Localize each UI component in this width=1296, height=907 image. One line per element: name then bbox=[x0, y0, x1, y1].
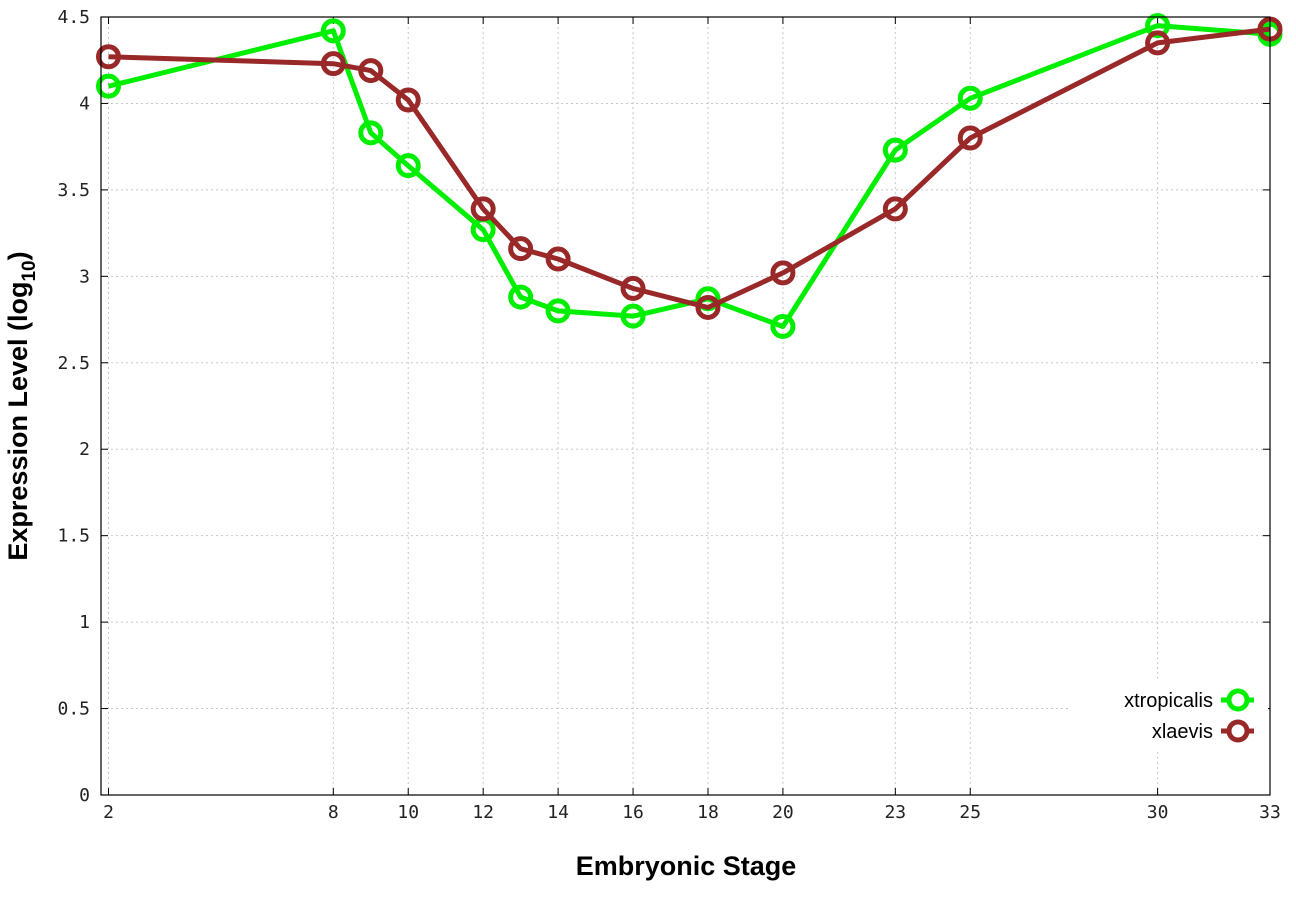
data-point-xtropicalis bbox=[770, 313, 796, 339]
legend-marker-xtropicalis bbox=[1226, 688, 1250, 712]
x-tick-label: 25 bbox=[959, 802, 981, 823]
x-tick-label: 16 bbox=[622, 802, 644, 823]
x-tick-label: 30 bbox=[1147, 802, 1169, 823]
x-tick-label: 8 bbox=[328, 802, 339, 823]
series-group bbox=[95, 13, 1283, 339]
data-point-xlaevis bbox=[882, 196, 908, 222]
x-tick-label: 10 bbox=[397, 802, 419, 823]
y-tick-label: 2.5 bbox=[57, 353, 90, 374]
legend-marker-xlaevis bbox=[1226, 719, 1250, 743]
y-axis-title-suffix: ) bbox=[3, 251, 33, 260]
legend-entry-xlaevis: xlaevis bbox=[1152, 719, 1254, 743]
y-axis-ticks: 0 0.5 1 1.5 2 2.5 3 3.5 4 4.5 bbox=[57, 7, 1270, 806]
legend-label-xlaevis: xlaevis bbox=[1152, 721, 1213, 743]
legend-label-xtropicalis: xtropicalis bbox=[1124, 690, 1213, 712]
plot-frame bbox=[100, 16, 1271, 796]
x-tick-label: 18 bbox=[697, 802, 719, 823]
series-line-xtropicalis bbox=[107, 23, 1271, 329]
data-point-xlaevis bbox=[770, 260, 796, 286]
y-axis-title-main: Expression Level (log bbox=[3, 282, 33, 561]
data-point-xtropicalis bbox=[620, 303, 646, 329]
series-line-xlaevis bbox=[108, 26, 1271, 310]
data-point-xlaevis bbox=[957, 125, 983, 151]
x-tick-label: 33 bbox=[1259, 802, 1281, 823]
data-point-xtropicalis bbox=[882, 137, 908, 163]
data-point-xtropicalis bbox=[957, 85, 983, 111]
legend: xtropicalis xlaevis bbox=[1068, 680, 1268, 750]
y-tick-label: 1.5 bbox=[57, 526, 90, 547]
data-point-xlaevis bbox=[358, 58, 384, 84]
data-point-xlaevis bbox=[470, 196, 496, 222]
y-axis-title-subscript: 10 bbox=[19, 260, 40, 281]
data-point-xlaevis bbox=[395, 87, 421, 113]
data-point-xtropicalis bbox=[508, 284, 534, 310]
data-point-xlaevis bbox=[695, 294, 721, 320]
y-tick-label: 4.5 bbox=[57, 7, 90, 28]
y-tick-label: 0 bbox=[79, 785, 90, 806]
x-axis-title: Embryonic Stage bbox=[576, 851, 797, 881]
y-tick-label: 0.5 bbox=[57, 699, 90, 720]
legend-entry-xtropicalis: xtropicalis bbox=[1124, 688, 1254, 712]
data-point-xlaevis bbox=[620, 275, 646, 301]
data-point-xlaevis bbox=[320, 51, 346, 77]
data-point-xtropicalis bbox=[1145, 13, 1171, 39]
x-axis-ticks: 2 8 10 12 14 16 18 20 23 25 30 33 bbox=[103, 17, 1281, 823]
data-point-xtropicalis bbox=[545, 298, 571, 324]
x-tick-label: 20 bbox=[772, 802, 794, 823]
data-point-xtropicalis bbox=[395, 153, 421, 179]
data-point-xlaevis bbox=[95, 44, 121, 70]
data-point-xlaevis bbox=[545, 246, 571, 272]
y-tick-label: 2 bbox=[79, 439, 90, 460]
grid bbox=[101, 17, 1270, 795]
y-tick-label: 3.5 bbox=[57, 180, 90, 201]
data-point-xtropicalis bbox=[95, 73, 121, 99]
x-tick-label: 23 bbox=[884, 802, 906, 823]
data-point-xlaevis bbox=[1145, 30, 1171, 56]
x-tick-label: 12 bbox=[472, 802, 494, 823]
data-point-xtropicalis bbox=[358, 120, 384, 146]
x-tick-label: 14 bbox=[547, 802, 569, 823]
y-tick-label: 1 bbox=[79, 612, 90, 633]
y-axis-title: Expression Level (log10) bbox=[3, 251, 40, 560]
x-tick-label: 2 bbox=[103, 802, 114, 823]
data-point-xlaevis bbox=[508, 236, 534, 262]
y-tick-label: 4 bbox=[79, 93, 90, 114]
data-point-xtropicalis bbox=[320, 18, 346, 44]
y-tick-label: 3 bbox=[79, 266, 90, 287]
